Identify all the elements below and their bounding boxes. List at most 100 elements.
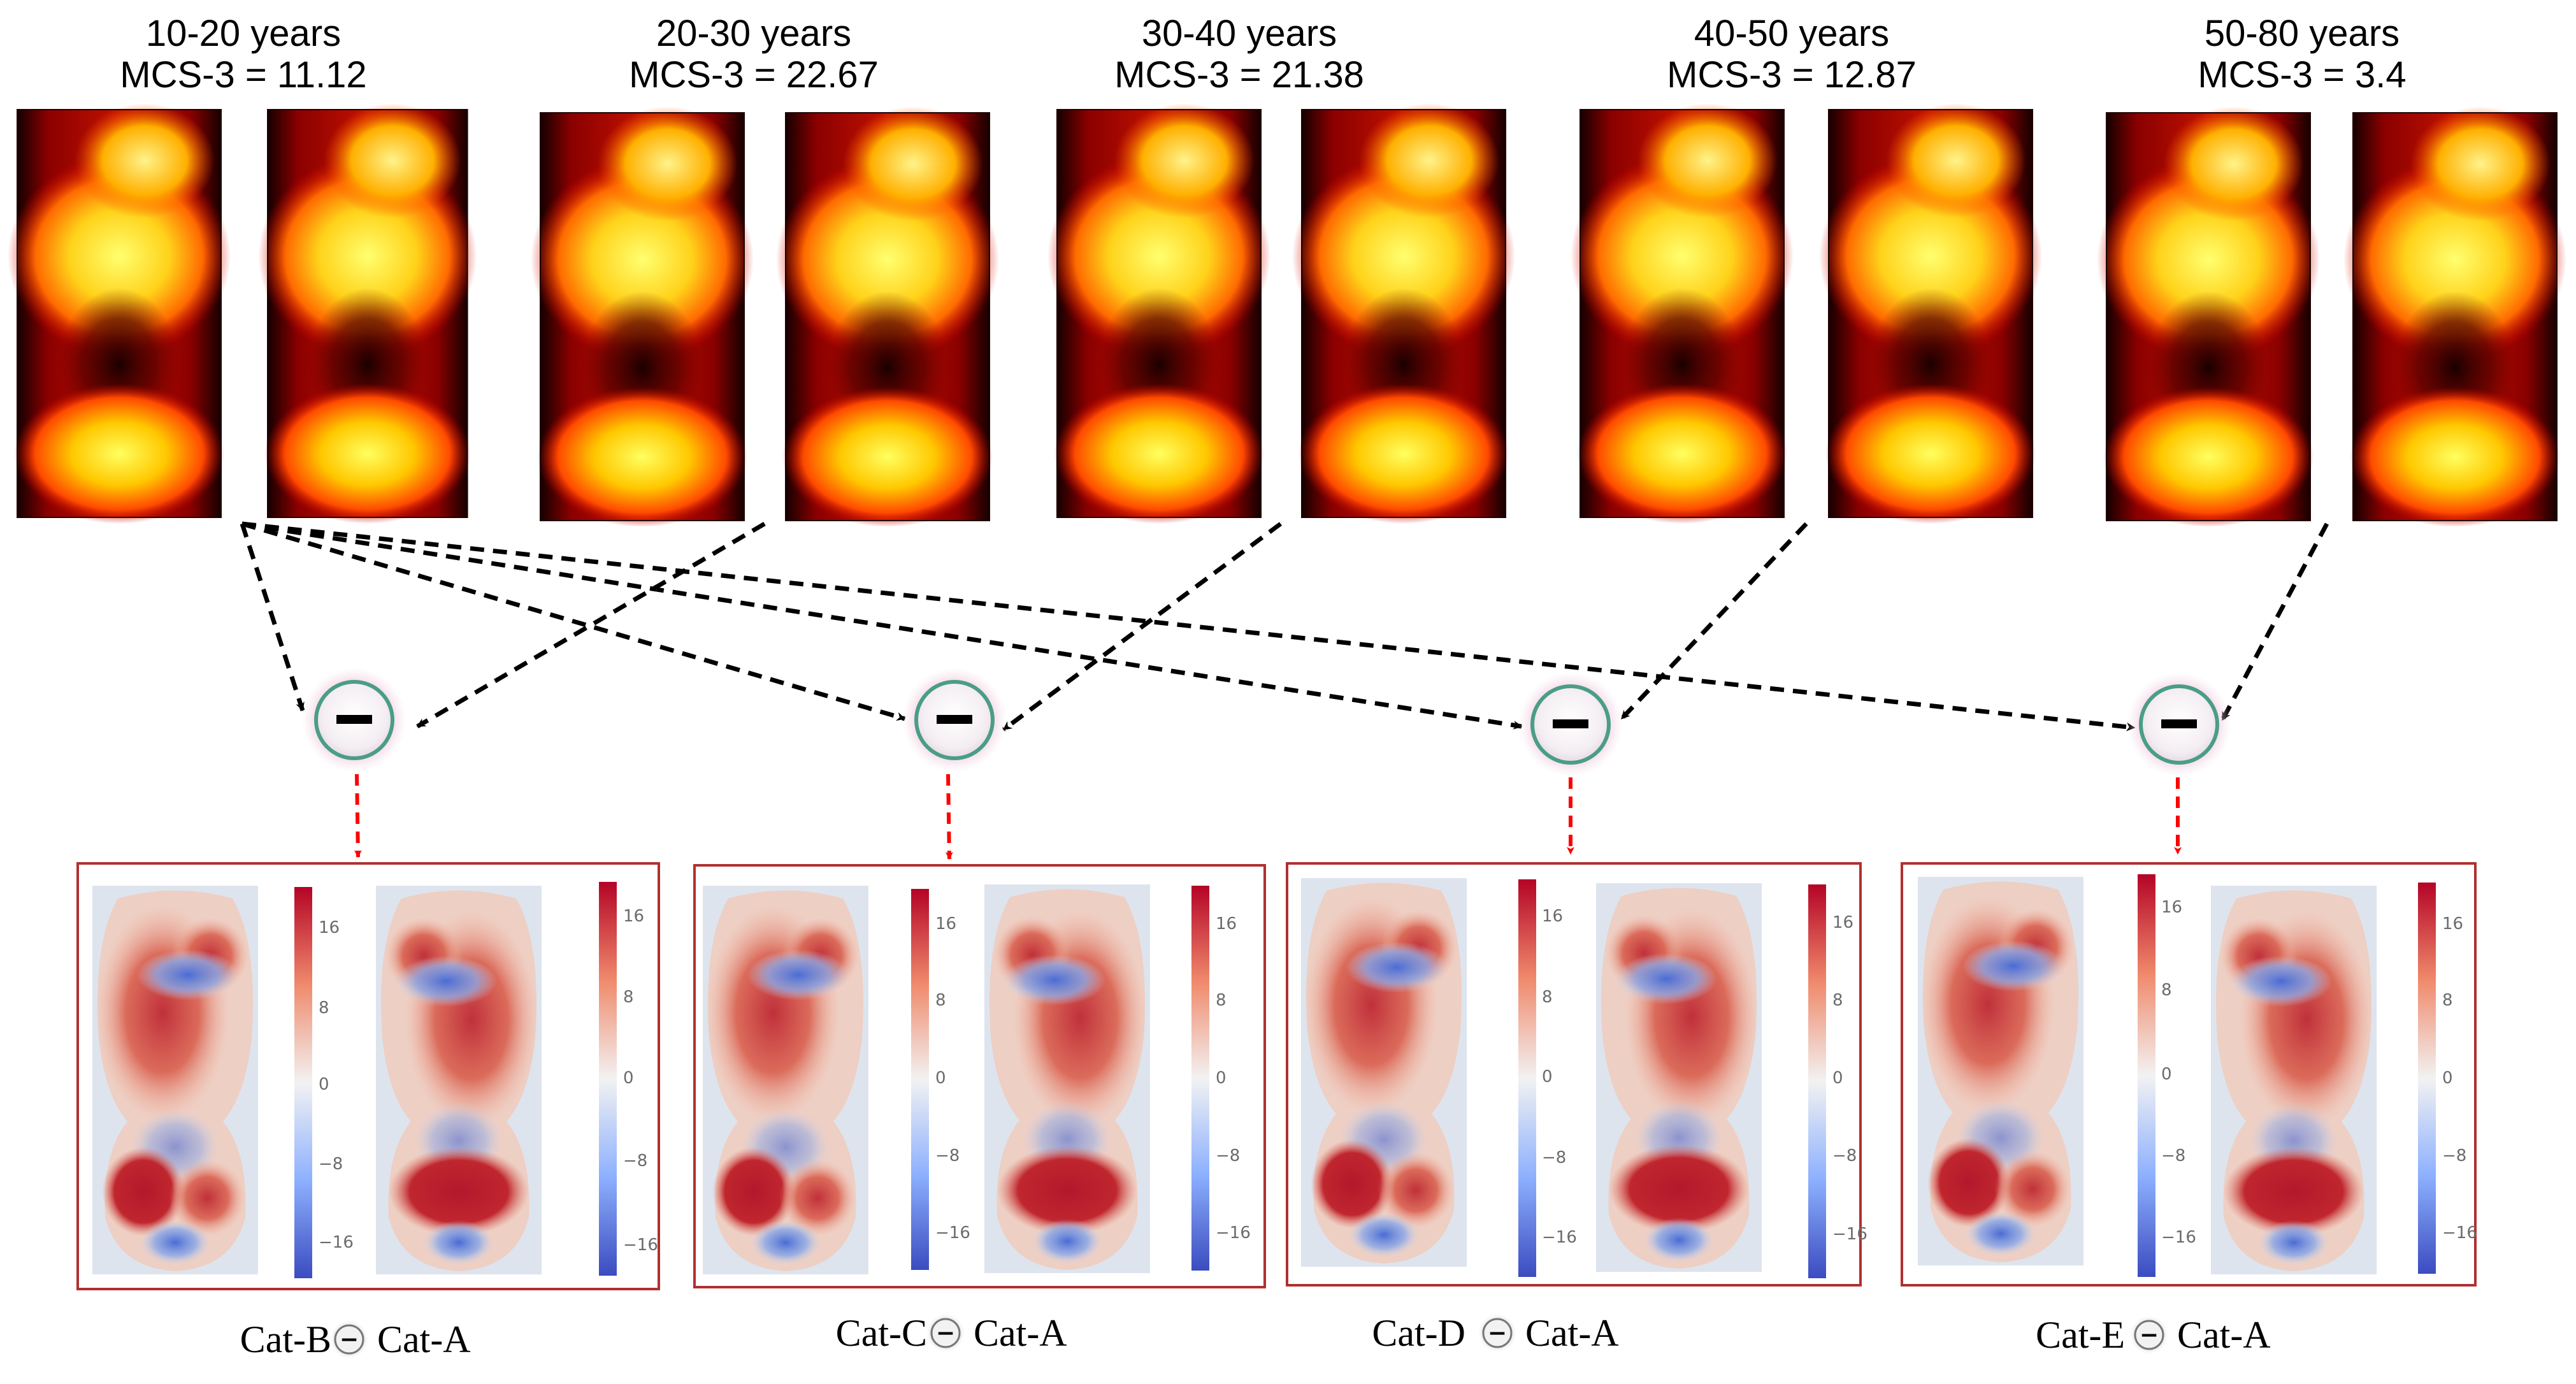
colorbar-ticks: 16 8 0 −8 −16 xyxy=(2442,914,2477,1243)
minus-icon: − xyxy=(1488,1320,1507,1346)
difference-map-right-foot xyxy=(1596,883,1762,1272)
heat-map-left-foot xyxy=(2096,106,2321,528)
arrow-catA-to-op2 xyxy=(241,521,906,721)
group-age-label: 30-40 years xyxy=(1142,13,1337,54)
heat-map-right-foot xyxy=(257,103,478,524)
svg-text:16: 16 xyxy=(2161,898,2182,917)
colorbar-ticks: 16 8 0 −8 −16 xyxy=(623,907,658,1255)
arrow-catA-to-op3 xyxy=(241,521,1523,730)
colorbar xyxy=(294,887,312,1278)
subtract-node-3 xyxy=(1518,672,1623,777)
difference-map-left-foot xyxy=(703,886,868,1274)
group-mcs-label: MCS-3 = 21.38 xyxy=(1114,54,1364,96)
group-age-label: 10-20 years xyxy=(146,13,341,54)
svg-text:0: 0 xyxy=(1216,1069,1227,1088)
svg-text:−8: −8 xyxy=(1216,1146,1240,1165)
caption-2: Cat-C − Cat-A xyxy=(836,1312,1067,1354)
minus-icon xyxy=(336,715,372,724)
svg-text:16: 16 xyxy=(1216,914,1237,933)
difference-map-left-foot xyxy=(1301,878,1467,1267)
minus-icon xyxy=(1553,719,1588,728)
svg-text:8: 8 xyxy=(319,998,329,1018)
heat-map-left-foot xyxy=(7,103,231,524)
colorbar-ticks: 16 8 0 −8 −16 xyxy=(2161,898,2196,1247)
subtract-node-2 xyxy=(902,668,1007,772)
arrow-catB-to-op1 xyxy=(416,521,766,729)
arrow-catA-to-op4 xyxy=(241,521,2136,732)
group-mcs-label: MCS-3 = 22.67 xyxy=(629,54,879,96)
colorbar-ticks: 16 8 0 −8 −16 xyxy=(1542,907,1577,1247)
arrows-groups xyxy=(416,521,2329,732)
difference-map-right-foot xyxy=(984,884,1150,1273)
svg-text:0: 0 xyxy=(935,1069,946,1088)
colorbar xyxy=(1518,879,1536,1277)
svg-text:16: 16 xyxy=(935,914,956,933)
caption-left-term: Cat-D xyxy=(1372,1312,1465,1354)
caption-left-term: Cat-C xyxy=(836,1312,927,1354)
caption-left-term: Cat-B xyxy=(240,1318,331,1360)
group-mcs-label: MCS-3 = 3.4 xyxy=(2198,54,2406,96)
svg-text:16: 16 xyxy=(2442,914,2463,933)
subtract-node-4 xyxy=(2127,672,2231,777)
arrows-baseline xyxy=(240,521,2136,732)
minus-icon xyxy=(2161,719,2197,728)
heat-map-left-foot xyxy=(1047,103,1271,524)
svg-text:−16: −16 xyxy=(2442,1223,2477,1243)
group-40-50: 40-50 years MCS-3 = 12.87 xyxy=(1570,13,2043,524)
group-mcs-label: MCS-3 = 11.12 xyxy=(120,54,366,96)
heat-map-left-foot xyxy=(1570,103,1794,524)
svg-text:8: 8 xyxy=(623,988,634,1007)
group-age-label: 40-50 years xyxy=(1694,13,1889,54)
svg-text:−16: −16 xyxy=(1542,1228,1577,1247)
svg-text:16: 16 xyxy=(319,918,340,937)
caption-right-term: Cat-A xyxy=(1525,1312,1619,1354)
arrow-op1-to-panel1 xyxy=(354,774,362,858)
heat-map-right-foot xyxy=(1292,103,1516,524)
heat-map-right-foot xyxy=(2343,106,2567,528)
colorbar-ticks: 16 8 0 −8 −16 xyxy=(1832,913,1867,1244)
difference-panel-4: 16 8 0 −8 −16 16 8 0 −8 −16 xyxy=(1901,862,2477,1287)
arrow-catE-to-op4 xyxy=(2220,523,2329,721)
svg-text:−8: −8 xyxy=(623,1151,647,1171)
arrow-catC-to-op2 xyxy=(1002,522,1283,732)
svg-text:8: 8 xyxy=(1832,991,1843,1010)
svg-text:−16: −16 xyxy=(935,1223,970,1243)
svg-text:0: 0 xyxy=(2442,1069,2453,1088)
svg-text:−16: −16 xyxy=(1216,1223,1251,1243)
minus-icon xyxy=(937,715,972,724)
colorbar xyxy=(2418,883,2436,1274)
group-age-label: 50-80 years xyxy=(2205,13,2400,54)
svg-text:8: 8 xyxy=(935,991,946,1010)
caption-right-term: Cat-A xyxy=(2177,1314,2271,1356)
minus-icon: − xyxy=(936,1320,955,1346)
caption-right-term: Cat-A xyxy=(377,1318,471,1360)
svg-text:−16: −16 xyxy=(319,1233,354,1252)
svg-text:8: 8 xyxy=(1216,991,1227,1010)
arrow-op2-to-panel2 xyxy=(945,774,953,860)
arrows-result xyxy=(354,774,2182,860)
difference-panel-1: 16 8 0 −8 −16 16 8 0 −8 −16 xyxy=(76,862,660,1290)
svg-text:−8: −8 xyxy=(1832,1146,1857,1165)
difference-map-right-foot xyxy=(2211,886,2377,1274)
svg-text:−8: −8 xyxy=(2161,1146,2185,1165)
svg-text:16: 16 xyxy=(623,907,644,926)
svg-text:8: 8 xyxy=(1542,988,1553,1007)
heat-map-right-foot xyxy=(1818,103,2043,524)
minus-icon: − xyxy=(340,1327,359,1353)
svg-text:0: 0 xyxy=(2161,1065,2172,1084)
group-mcs-label: MCS-3 = 12.87 xyxy=(1667,54,1917,96)
group-20-30: 20-30 years MCS-3 = 22.67 xyxy=(530,13,1000,528)
difference-panel-2: 16 8 0 −8 −16 16 8 0 −8 −16 xyxy=(693,864,1266,1288)
svg-text:0: 0 xyxy=(1542,1067,1553,1086)
svg-text:−8: −8 xyxy=(1542,1148,1566,1167)
heat-map-left-foot xyxy=(530,106,754,528)
group-10-20: 10-20 years MCS-3 = 11.12 xyxy=(7,13,478,524)
caption-3: Cat-D − Cat-A xyxy=(1372,1312,1618,1354)
colorbar xyxy=(1191,886,1209,1271)
svg-text:−8: −8 xyxy=(319,1155,343,1174)
svg-text:0: 0 xyxy=(1832,1069,1843,1088)
minus-icon: − xyxy=(2140,1322,2159,1348)
svg-text:16: 16 xyxy=(1542,907,1563,926)
svg-text:−8: −8 xyxy=(2442,1146,2466,1165)
